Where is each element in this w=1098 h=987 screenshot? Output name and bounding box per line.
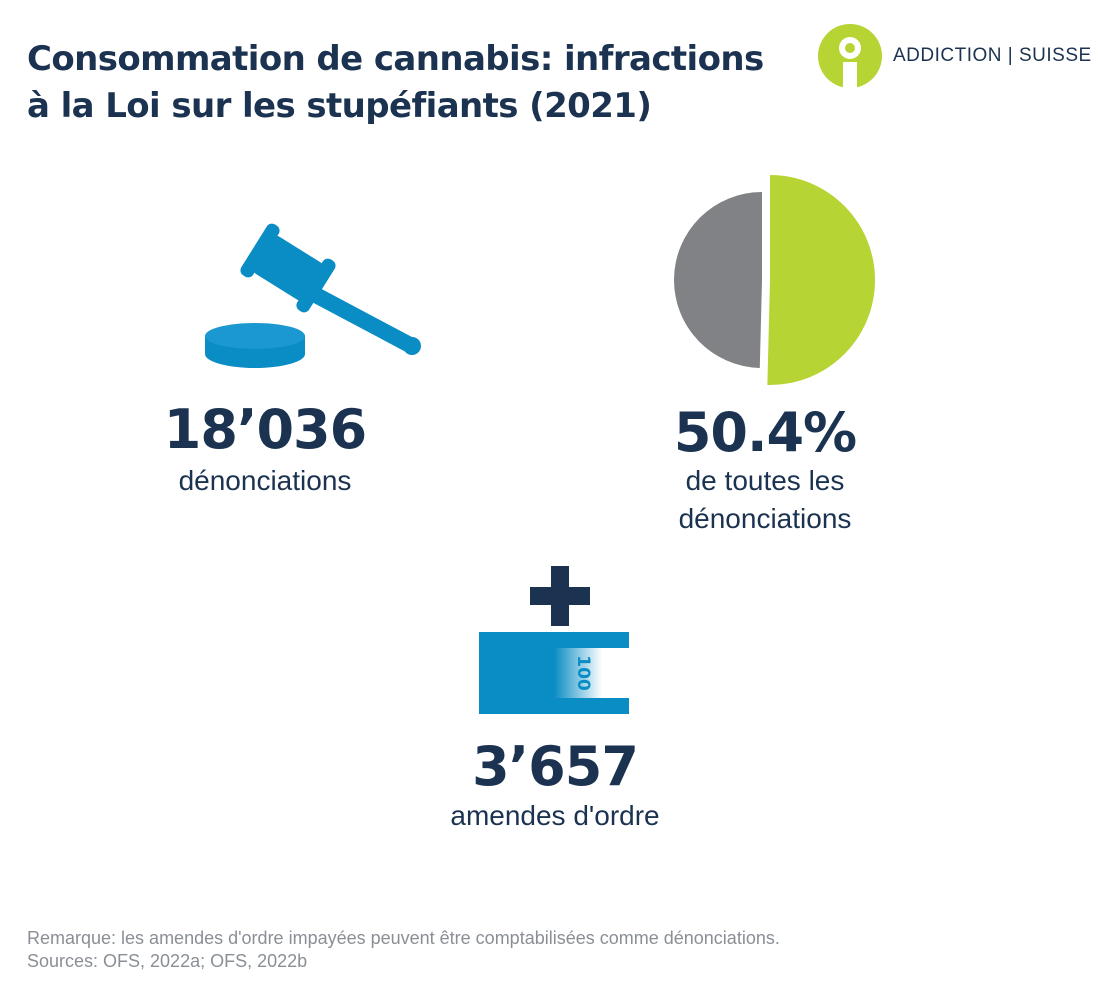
banknote-value: 100	[573, 655, 593, 691]
share-pie-chart	[673, 175, 876, 385]
fines-label: amendes d'ordre	[450, 800, 660, 831]
logo-mark-icon	[818, 24, 882, 88]
pie-slice-other	[673, 192, 762, 368]
logo-wordmark: ADDICTION | SUISSE	[893, 45, 1092, 66]
fines-value: 3’657	[472, 735, 639, 798]
share-label-line-1: de toutes les	[685, 465, 845, 496]
title-line-2: à la Loi sur les stupéfiants (2021)	[27, 86, 652, 126]
gavel-icon	[205, 223, 421, 368]
addiction-suisse-logo: ADDICTION | SUISSE	[818, 24, 1091, 88]
footnote-remark: Remarque: les amendes d'ordre impayées p…	[27, 928, 780, 948]
plus-icon	[530, 566, 590, 626]
denunciations-value: 18’036	[163, 398, 367, 461]
footnote-sources: Sources: OFS, 2022a; OFS, 2022b	[27, 951, 308, 971]
denunciations-label: dénonciations	[178, 465, 352, 496]
page-title: Consommation de cannabis: infractions à …	[27, 36, 787, 130]
share-value: 50.4%	[673, 401, 857, 464]
pie-slice-cannabis	[767, 175, 876, 385]
title-line-1: Consommation de cannabis: infractions	[27, 39, 764, 79]
footnote: Remarque: les amendes d'ordre impayées p…	[27, 927, 780, 973]
share-label-line-2: dénonciations	[678, 503, 852, 534]
banknote-icon: 100	[479, 632, 629, 714]
